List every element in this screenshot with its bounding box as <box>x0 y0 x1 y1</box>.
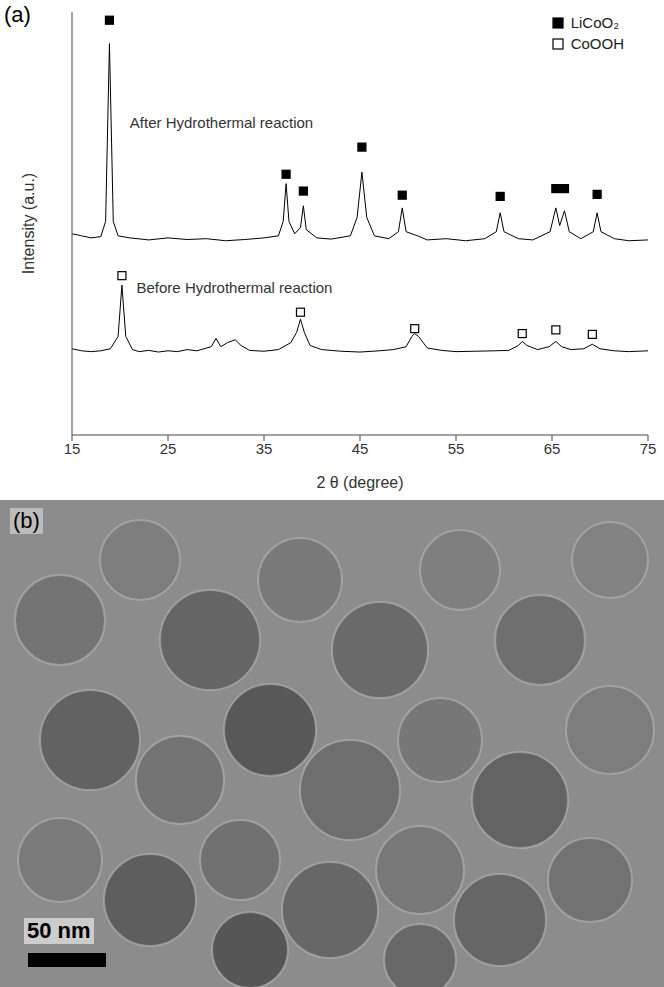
svg-text:2 θ (degree): 2 θ (degree) <box>316 474 403 491</box>
svg-text:55: 55 <box>448 440 465 457</box>
svg-text:Intensity (a.u.): Intensity (a.u.) <box>20 173 37 274</box>
svg-text:65: 65 <box>544 440 561 457</box>
svg-text:45: 45 <box>352 440 369 457</box>
svg-text:25: 25 <box>160 440 177 457</box>
svg-text:35: 35 <box>256 440 273 457</box>
html-text:(b): (b) <box>13 508 40 533</box>
svg-text:Before Hydrothermal reaction: Before Hydrothermal reaction <box>137 279 333 296</box>
svg-text:15: 15 <box>64 440 81 457</box>
html-text:(a): (a) <box>4 2 31 27</box>
html-text:50 nm: 50 nm <box>27 918 91 943</box>
html-text:CoOOH: CoOOH <box>570 35 624 52</box>
svg-text:75: 75 <box>640 440 657 457</box>
html-text:LiCoO₂: LiCoO₂ <box>570 14 619 31</box>
svg-text:After Hydrothermal reaction: After Hydrothermal reaction <box>130 114 313 131</box>
